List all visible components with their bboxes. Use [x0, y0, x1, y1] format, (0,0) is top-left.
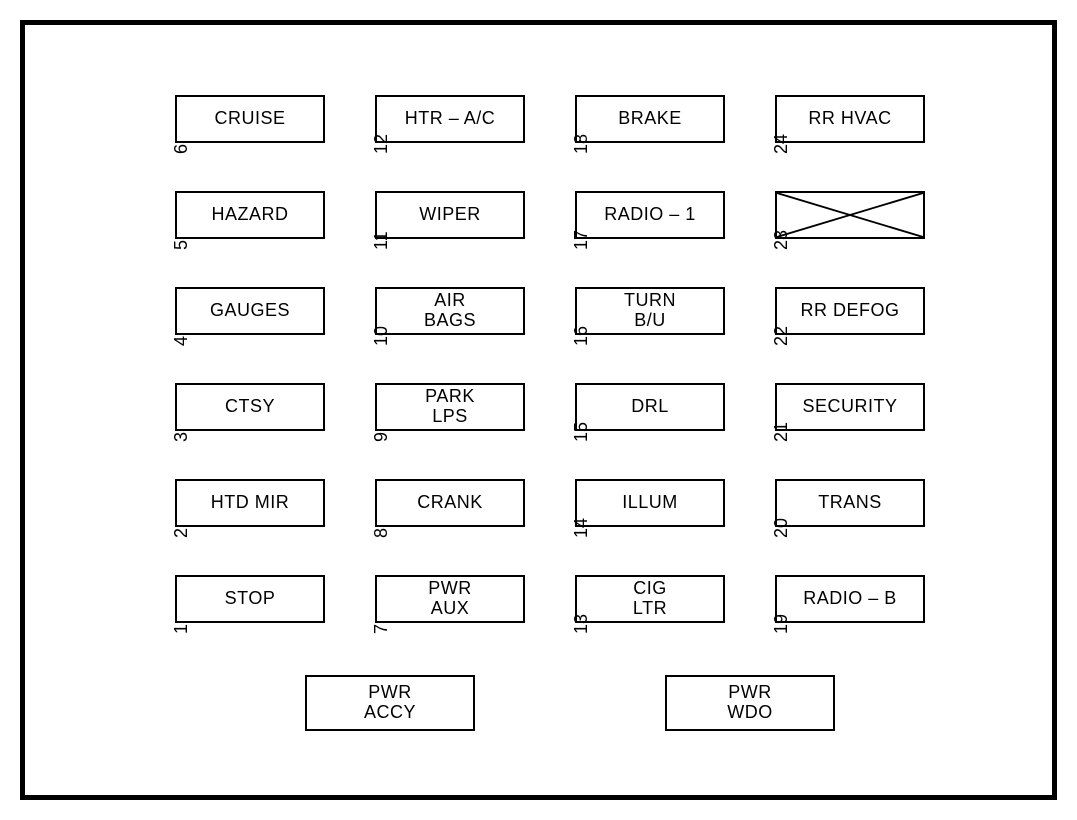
- fuse-box: DRL: [575, 383, 725, 431]
- fuse-number: 3: [171, 432, 192, 442]
- fuse-box: TURN B/U: [575, 287, 725, 335]
- fuse-row: HTD MIR 2 CRANK 8 ILLUM 14 TRANS 20: [175, 479, 975, 527]
- fuse-number: 23: [771, 230, 792, 250]
- fuse-number: 18: [571, 134, 592, 154]
- fuse-cell: CIG LTR 13: [575, 575, 775, 623]
- fuse-cell: HAZARD 5: [175, 191, 375, 239]
- fuse-cell: SECURITY 21: [775, 383, 975, 431]
- fuse-cell: RADIO – 1 17: [575, 191, 775, 239]
- fuse-box: CIG LTR: [575, 575, 725, 623]
- cross-icon: [777, 193, 923, 237]
- bottom-fuse-cell: PWR ACCY: [305, 675, 475, 731]
- fuse-box: CRANK: [375, 479, 525, 527]
- fuse-number: 4: [171, 336, 192, 346]
- fuse-box: GAUGES: [175, 287, 325, 335]
- bottom-fuse-box-left: PWR ACCY: [305, 675, 475, 731]
- bottom-fuse-row: PWR ACCY PWR WDO: [175, 675, 975, 731]
- fuse-cell: TRANS 20: [775, 479, 975, 527]
- fuse-row: HAZARD 5 WIPER 11 RADIO – 1 17: [175, 191, 975, 239]
- fuse-box: CRUISE: [175, 95, 325, 143]
- fuse-cell: CRUISE 6: [175, 95, 375, 143]
- fuse-cell: STOP 1: [175, 575, 375, 623]
- fuse-number: 11: [371, 231, 392, 250]
- fuse-cell: DRL 15: [575, 383, 775, 431]
- fuse-cell: 23: [775, 191, 975, 239]
- fuse-grid: CRUISE 6 HTR – A/C 12 BRAKE 18 RR HVAC 2…: [175, 95, 975, 671]
- fuse-number: 21: [771, 422, 792, 442]
- fuse-cell: BRAKE 18: [575, 95, 775, 143]
- fuse-box: SECURITY: [775, 383, 925, 431]
- bottom-fuse-cell: PWR WDO: [665, 675, 835, 731]
- fuse-cell: TURN B/U 16: [575, 287, 775, 335]
- fuse-number: 8: [371, 528, 392, 538]
- fuse-box: AIR BAGS: [375, 287, 525, 335]
- fuse-number: 12: [371, 134, 392, 154]
- fuse-box: HTR – A/C: [375, 95, 525, 143]
- fuse-number: 22: [771, 326, 792, 346]
- fuse-box: PWR AUX: [375, 575, 525, 623]
- fuse-number: 17: [571, 230, 592, 250]
- fuse-number: 2: [171, 528, 192, 538]
- fuse-number: 14: [571, 518, 592, 538]
- fuse-number: 9: [371, 432, 392, 442]
- fuse-number: 19: [771, 614, 792, 634]
- fuse-cell: GAUGES 4: [175, 287, 375, 335]
- fuse-cell: HTD MIR 2: [175, 479, 375, 527]
- fuse-number: 13: [571, 614, 592, 634]
- fuse-box: RADIO – B: [775, 575, 925, 623]
- fuse-number: 20: [771, 518, 792, 538]
- fuse-number: 10: [371, 326, 392, 346]
- outer-frame: CRUISE 6 HTR – A/C 12 BRAKE 18 RR HVAC 2…: [0, 0, 1077, 820]
- fuse-number: 6: [171, 144, 192, 154]
- fuse-cell: PWR AUX 7: [375, 575, 575, 623]
- fuse-box: BRAKE: [575, 95, 725, 143]
- fuse-box: RR DEFOG: [775, 287, 925, 335]
- fuse-number: 24: [771, 134, 792, 154]
- fuse-cell: CTSY 3: [175, 383, 375, 431]
- fuse-cell: PARK LPS 9: [375, 383, 575, 431]
- fuse-row: STOP 1 PWR AUX 7 CIG LTR 13 RADIO – B 19: [175, 575, 975, 623]
- fuse-cell: RADIO – B 19: [775, 575, 975, 623]
- fuse-cell: RR DEFOG 22: [775, 287, 975, 335]
- fuse-number: 5: [171, 240, 192, 250]
- fuse-box-empty: [775, 191, 925, 239]
- fuse-row: CTSY 3 PARK LPS 9 DRL 15 SECURITY 21: [175, 383, 975, 431]
- fuse-number: 1: [171, 624, 192, 634]
- fuse-cell: HTR – A/C 12: [375, 95, 575, 143]
- fuse-box: HTD MIR: [175, 479, 325, 527]
- fuse-row: GAUGES 4 AIR BAGS 10 TURN B/U 16 RR DEFO…: [175, 287, 975, 335]
- fuse-number: 16: [571, 326, 592, 346]
- fuse-box: HAZARD: [175, 191, 325, 239]
- fuse-cell: AIR BAGS 10: [375, 287, 575, 335]
- bottom-fuse-box-right: PWR WDO: [665, 675, 835, 731]
- fuse-cell: RR HVAC 24: [775, 95, 975, 143]
- fuse-box: WIPER: [375, 191, 525, 239]
- diagram-border: CRUISE 6 HTR – A/C 12 BRAKE 18 RR HVAC 2…: [20, 20, 1057, 800]
- fuse-number: 15: [571, 422, 592, 442]
- fuse-cell: ILLUM 14: [575, 479, 775, 527]
- fuse-number: 7: [371, 624, 392, 634]
- fuse-box: PARK LPS: [375, 383, 525, 431]
- fuse-box: ILLUM: [575, 479, 725, 527]
- fuse-box: TRANS: [775, 479, 925, 527]
- fuse-row: CRUISE 6 HTR – A/C 12 BRAKE 18 RR HVAC 2…: [175, 95, 975, 143]
- fuse-cell: CRANK 8: [375, 479, 575, 527]
- fuse-box: STOP: [175, 575, 325, 623]
- fuse-box: RR HVAC: [775, 95, 925, 143]
- fuse-box: RADIO – 1: [575, 191, 725, 239]
- fuse-cell: WIPER 11: [375, 191, 575, 239]
- fuse-box: CTSY: [175, 383, 325, 431]
